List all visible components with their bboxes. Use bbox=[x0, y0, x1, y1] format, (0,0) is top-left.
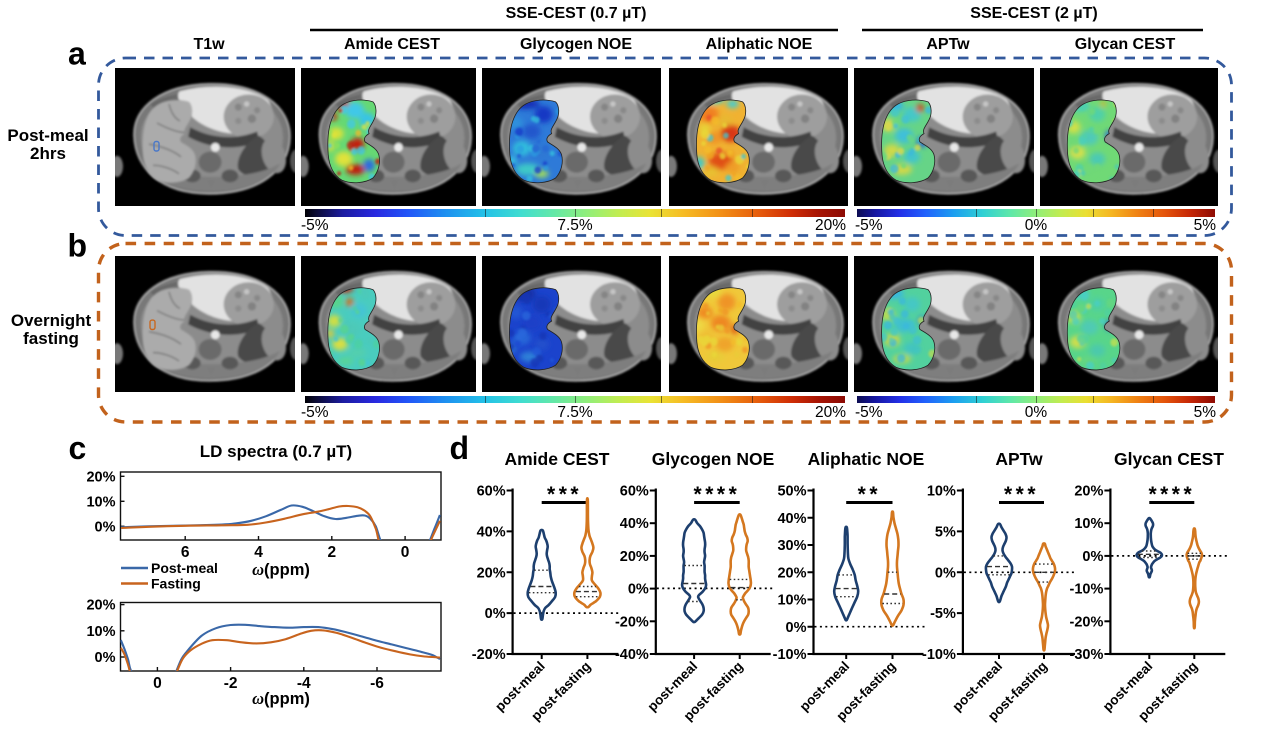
svg-text:APTw: APTw bbox=[995, 449, 1043, 469]
svg-text:10%: 10% bbox=[777, 593, 806, 609]
svg-text:***: *** bbox=[1004, 483, 1039, 506]
svg-text:Aliphatic NOE: Aliphatic NOE bbox=[808, 449, 925, 469]
svg-text:-6: -6 bbox=[370, 675, 384, 692]
svg-text:-10%: -10% bbox=[773, 647, 807, 663]
svg-text:20%: 20% bbox=[620, 549, 649, 565]
svg-text:50%: 50% bbox=[777, 484, 806, 500]
svg-text:10%: 10% bbox=[927, 484, 956, 500]
svg-text:4: 4 bbox=[254, 544, 263, 561]
svg-text:40%: 40% bbox=[777, 511, 806, 527]
svg-text:0: 0 bbox=[153, 675, 162, 692]
svg-text:30%: 30% bbox=[777, 538, 806, 554]
svg-text:20%: 20% bbox=[86, 598, 115, 614]
svg-text:10%: 10% bbox=[86, 624, 115, 640]
svg-text:0%: 0% bbox=[485, 606, 506, 622]
svg-text:LD spectra (0.7 µT): LD spectra (0.7 µT) bbox=[200, 442, 352, 461]
svg-text:Amide CEST: Amide CEST bbox=[504, 449, 609, 469]
svg-text:-40%: -40% bbox=[615, 647, 649, 663]
svg-text:-4: -4 bbox=[297, 675, 311, 692]
svg-text:d: d bbox=[450, 430, 470, 466]
svg-text:10%: 10% bbox=[1074, 516, 1103, 532]
svg-text:20%: 20% bbox=[86, 469, 115, 485]
svg-text:-20%: -20% bbox=[1070, 614, 1104, 630]
svg-text:10%: 10% bbox=[86, 494, 115, 510]
svg-text:ω(ppm): ω(ppm) bbox=[252, 689, 310, 708]
svg-text:-10%: -10% bbox=[1070, 582, 1104, 598]
svg-text:**: ** bbox=[858, 483, 881, 506]
svg-text:c: c bbox=[69, 430, 87, 466]
svg-text:-20%: -20% bbox=[615, 614, 649, 630]
svg-text:0: 0 bbox=[401, 544, 410, 561]
svg-text:0%: 0% bbox=[935, 565, 956, 581]
svg-text:b: b bbox=[68, 228, 88, 264]
svg-text:40%: 40% bbox=[620, 516, 649, 532]
svg-text:60%: 60% bbox=[477, 484, 506, 500]
svg-text:0%: 0% bbox=[1082, 549, 1103, 565]
svg-text:40%: 40% bbox=[477, 524, 506, 540]
svg-text:Post-meal: Post-meal bbox=[151, 560, 218, 576]
svg-text:Glycan CEST: Glycan CEST bbox=[1114, 449, 1224, 469]
svg-text:0%: 0% bbox=[786, 620, 807, 636]
svg-text:-5%: -5% bbox=[930, 606, 956, 622]
svg-text:ω(ppm): ω(ppm) bbox=[252, 560, 310, 579]
svg-text:60%: 60% bbox=[620, 484, 649, 500]
svg-text:0%: 0% bbox=[95, 519, 116, 535]
svg-text:0%: 0% bbox=[628, 582, 649, 598]
svg-text:-10%: -10% bbox=[922, 647, 956, 663]
svg-text:****: **** bbox=[1148, 483, 1195, 506]
svg-text:20%: 20% bbox=[777, 565, 806, 581]
svg-text:5%: 5% bbox=[935, 524, 956, 540]
svg-text:-20%: -20% bbox=[472, 647, 506, 663]
svg-text:2: 2 bbox=[327, 544, 336, 561]
svg-text:20%: 20% bbox=[477, 565, 506, 581]
svg-text:Glycogen NOE: Glycogen NOE bbox=[652, 449, 775, 469]
svg-text:***: *** bbox=[547, 483, 582, 506]
svg-text:6: 6 bbox=[181, 544, 190, 561]
svg-text:-2: -2 bbox=[224, 675, 238, 692]
svg-text:****: **** bbox=[694, 483, 741, 506]
svg-text:20%: 20% bbox=[1074, 484, 1103, 500]
svg-text:Fasting: Fasting bbox=[151, 576, 201, 592]
svg-text:a: a bbox=[68, 36, 86, 72]
svg-text:0%: 0% bbox=[95, 650, 116, 666]
svg-text:-30%: -30% bbox=[1070, 647, 1104, 663]
